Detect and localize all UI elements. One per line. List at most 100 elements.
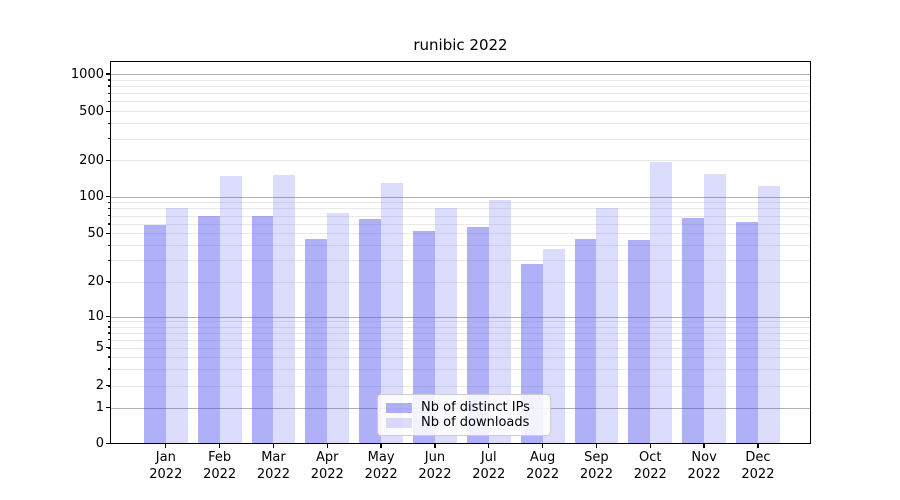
- bar-jan-distinct-ips: [143, 225, 166, 443]
- x-tick-year: 2022: [526, 466, 560, 482]
- x-tick-month: Jun: [424, 450, 446, 465]
- minor-gridline: [111, 223, 810, 225]
- minor-gridline: [111, 208, 810, 210]
- legend-swatch-downloads: [386, 417, 412, 428]
- minor-gridline: [111, 385, 810, 387]
- x-tick-mark: [380, 444, 382, 448]
- x-tick-mark: [488, 444, 490, 448]
- bar-dec-distinct-ips: [736, 221, 758, 443]
- legend-item-downloads: Nb of downloads: [386, 415, 541, 430]
- x-tick-month: Mar: [261, 450, 286, 465]
- minor-gridline: [111, 339, 810, 341]
- minor-gridline: [111, 202, 810, 204]
- y-minor-tick-mark: [107, 92, 110, 95]
- y-minor-tick-mark: [107, 385, 110, 387]
- y-minor-tick-mark: [107, 159, 110, 162]
- x-tick-year: 2022: [203, 466, 237, 482]
- y-minor-tick-mark: [107, 326, 110, 328]
- minor-gridline: [111, 79, 810, 81]
- minor-gridline: [111, 326, 810, 328]
- x-tick-mark: [703, 444, 705, 448]
- x-tick-label: Jul 2022: [459, 450, 519, 483]
- major-gridline: [111, 196, 810, 198]
- y-minor-tick-mark: [107, 207, 110, 210]
- minor-gridline: [111, 356, 810, 358]
- minor-gridline: [111, 368, 810, 370]
- y-minor-tick-mark: [107, 339, 110, 341]
- bar-may-downloads: [381, 182, 403, 443]
- legend: Nb of distinct IPs Nb of downloads: [377, 394, 551, 436]
- y-minor-tick-mark: [107, 347, 110, 349]
- x-tick-mark: [649, 444, 651, 448]
- minor-gridline: [111, 260, 810, 262]
- x-tick-label: Nov 2022: [674, 450, 734, 483]
- x-tick-mark: [541, 444, 544, 448]
- y-minor-tick-mark: [107, 110, 110, 113]
- y-minor-tick-mark: [107, 320, 110, 323]
- x-tick-label: Jan 2022: [136, 450, 196, 483]
- x-tick-year: 2022: [579, 466, 613, 482]
- y-minor-tick-mark: [107, 201, 110, 204]
- minor-gridline: [111, 138, 810, 140]
- y-tick-label: 500: [79, 103, 104, 119]
- y-tick-label: 10: [87, 309, 104, 325]
- legend-label-distinct-ips: Nb of distinct IPs: [421, 400, 530, 415]
- y-minor-tick-mark: [107, 356, 110, 358]
- bar-jun-downloads: [434, 207, 457, 443]
- bar-apr-downloads: [327, 212, 350, 443]
- y-tick-label: 1000: [70, 66, 104, 82]
- x-tick-month: Feb: [208, 450, 232, 465]
- bar-feb-downloads: [219, 176, 242, 443]
- bar-dec-downloads: [757, 186, 780, 443]
- x-tick-month: Sep: [584, 450, 609, 465]
- y-tick-label: 2: [95, 378, 104, 394]
- x-tick-year: 2022: [310, 466, 344, 482]
- x-tick-year: 2022: [364, 466, 398, 482]
- x-tick-label: May 2022: [351, 450, 411, 483]
- y-tick-label: 0: [95, 435, 104, 451]
- x-tick-month: Apr: [316, 450, 339, 465]
- bar-jul-distinct-ips: [466, 227, 489, 443]
- y-minor-tick-mark: [107, 259, 110, 262]
- bar-jun-distinct-ips: [413, 231, 435, 443]
- bar-nov-distinct-ips: [682, 217, 705, 443]
- x-tick-month: Jan: [155, 450, 176, 465]
- x-tick-mark: [218, 444, 221, 448]
- x-tick-mark: [757, 444, 759, 448]
- minor-gridline: [111, 233, 810, 235]
- legend-swatch-distinct-ips: [386, 402, 412, 413]
- bar-feb-distinct-ips: [197, 215, 220, 443]
- minor-gridline: [111, 245, 810, 247]
- minor-gridline: [111, 332, 810, 334]
- x-tick-year: 2022: [256, 466, 290, 482]
- x-tick-year: 2022: [149, 466, 183, 482]
- x-tick-label: Mar 2022: [243, 450, 303, 483]
- x-tick-mark: [434, 444, 436, 448]
- y-minor-tick-mark: [107, 368, 110, 370]
- x-tick-month: Oct: [639, 450, 662, 465]
- x-tick-month: May: [367, 450, 395, 465]
- bar-mar-downloads: [273, 174, 296, 443]
- x-tick-year: 2022: [741, 466, 775, 482]
- x-tick-year: 2022: [418, 466, 452, 482]
- x-tick-mark: [595, 444, 598, 448]
- x-tick-year: 2022: [687, 466, 721, 482]
- y-tick-mark: [106, 316, 110, 318]
- bar-nov-downloads: [704, 173, 726, 443]
- x-tick-label: Oct 2022: [620, 450, 680, 483]
- minor-gridline: [111, 281, 810, 283]
- y-minor-tick-mark: [107, 79, 110, 81]
- minor-gridline: [111, 123, 810, 125]
- y-minor-tick-mark: [107, 281, 110, 283]
- x-tick-label: Jun 2022: [405, 450, 465, 483]
- x-tick-label: Dec 2022: [728, 450, 788, 483]
- plot-area: [110, 61, 811, 444]
- y-tick-mark: [106, 407, 110, 409]
- y-minor-tick-mark: [107, 223, 110, 225]
- y-minor-tick-mark: [107, 122, 110, 125]
- bar-oct-distinct-ips: [628, 240, 651, 443]
- x-tick-year: 2022: [472, 466, 506, 482]
- minor-gridline: [111, 85, 810, 87]
- bar-apr-distinct-ips: [305, 238, 328, 443]
- x-tick-mark: [326, 444, 328, 448]
